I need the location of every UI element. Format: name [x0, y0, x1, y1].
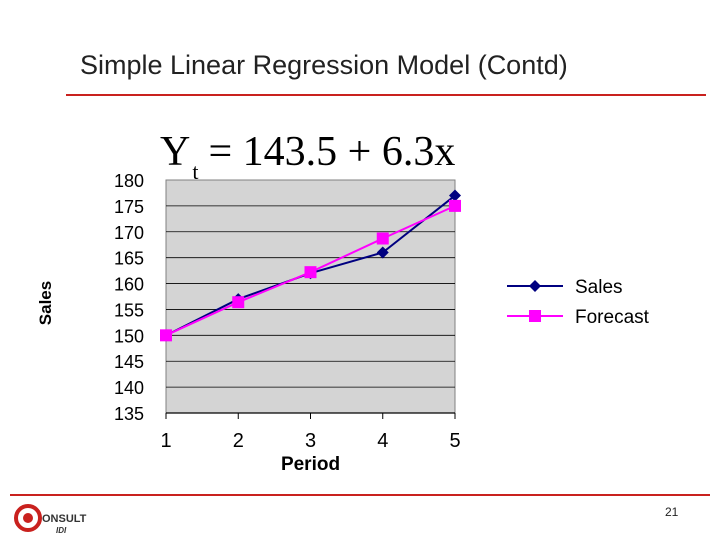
y-tick-label: 165: [114, 249, 144, 269]
y-tick-label: 180: [114, 171, 144, 191]
forecast-data-point: [232, 296, 245, 309]
plot-area: [165, 179, 456, 414]
logo-dot-icon: [23, 513, 33, 523]
title-divider: [66, 94, 706, 96]
x-tick-label: 5: [449, 430, 460, 452]
slide-title: Simple Linear Regression Model (Contd): [80, 50, 568, 80]
forecast-data-point: [449, 199, 461, 212]
forecast-data-point: [376, 232, 389, 245]
logo-text-sub: IDI: [56, 526, 67, 535]
x-tick-label: 2: [233, 430, 244, 452]
y-tick-label: 160: [114, 275, 144, 295]
y-axis-title: Sales: [36, 281, 55, 325]
regression-equation: Yt = 143.5 + 6.3x: [160, 128, 456, 184]
forecast-data-point: [160, 329, 172, 342]
legend-forecast-marker: [529, 310, 541, 322]
y-tick-label: 170: [114, 223, 144, 243]
logo-ring-icon: [14, 504, 42, 532]
y-tick-label: 140: [114, 378, 144, 398]
legend-forecast-label: Forecast: [575, 307, 650, 328]
x-tick-label: 3: [305, 430, 316, 452]
x-tick-label: 4: [377, 430, 388, 452]
x-tick-label: 1: [160, 430, 171, 452]
consult-logo: ONSULT IDI: [14, 504, 87, 535]
sales-data-point: [376, 246, 389, 259]
equation-subscript: t: [192, 159, 199, 184]
forecast-data-point: [304, 266, 317, 279]
footer-divider: [10, 494, 710, 496]
y-tick-label: 150: [114, 326, 144, 346]
equation-lhs-letter: Y: [160, 129, 191, 175]
legend-sales-marker: [529, 280, 541, 292]
y-tick-label: 175: [114, 197, 144, 217]
y-tick-label: 145: [114, 352, 144, 372]
logo-text-main: ONSULT: [42, 513, 87, 525]
legend-sales-label: Sales: [575, 277, 623, 298]
page-number: 21: [665, 505, 679, 519]
equation-rhs: = 143.5 + 6.3x: [208, 129, 456, 175]
x-axis-title: Period: [281, 454, 340, 475]
sales-data-point: [449, 189, 461, 202]
y-tick-label: 135: [114, 404, 144, 424]
y-tick-label: 155: [114, 300, 144, 320]
